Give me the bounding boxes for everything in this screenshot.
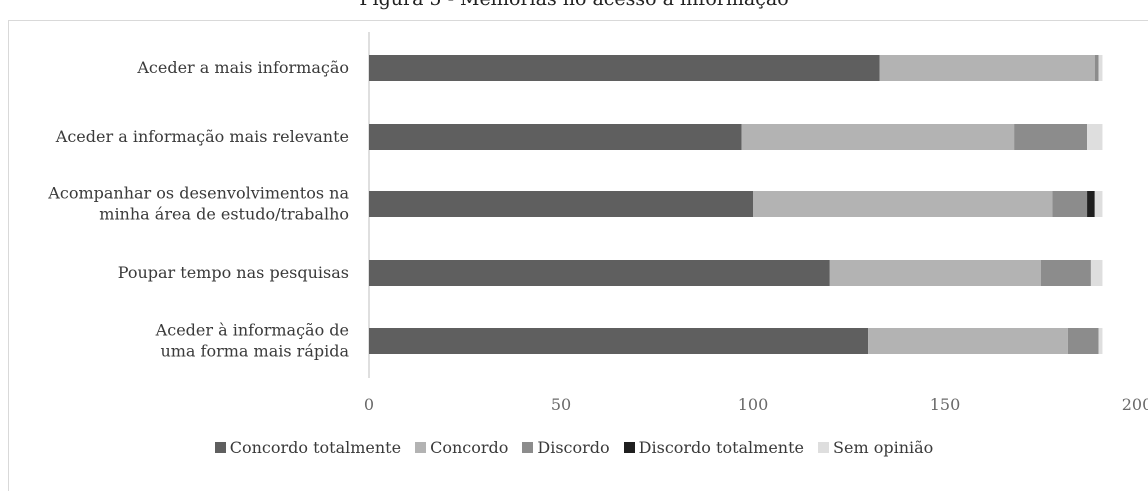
bars-group — [369, 55, 1103, 354]
legend-swatch — [522, 442, 534, 453]
legend-item: Concordo totalmente — [214, 438, 402, 457]
bar-segment — [369, 55, 880, 81]
bar-segment — [1094, 55, 1099, 81]
x-tick-label: 200 — [1122, 395, 1148, 414]
legend-label: Concordo — [430, 438, 509, 457]
bar-segment — [369, 328, 869, 354]
category-label: Aceder a mais informação — [136, 58, 349, 77]
legend-item: Concordo — [415, 438, 508, 457]
bar-segment — [1087, 191, 1095, 217]
legend-label: Discordo — [537, 438, 610, 457]
category-labels: Aceder a mais informação Aceder a informa… — [47, 58, 349, 361]
chart-plot: Aceder a mais informação Aceder a informa… — [47, 32, 1148, 414]
x-tick-label: 150 — [930, 395, 961, 414]
bar-segment — [1090, 260, 1103, 286]
legend-label: Sem opinião — [833, 438, 934, 457]
bar-segment — [369, 124, 742, 150]
bar-segment — [1052, 191, 1088, 217]
bar-segment — [868, 328, 1068, 354]
category-label: Poupar tempo nas pesquisas — [118, 263, 349, 282]
bar-segment — [1014, 124, 1088, 150]
bar-segment — [829, 260, 1041, 286]
legend-label: Discordo totalmente — [638, 438, 805, 457]
legend-swatch — [818, 442, 830, 453]
bar-segment — [1094, 191, 1103, 217]
bar-segment — [753, 191, 1053, 217]
bar-segment — [369, 191, 753, 217]
category-label: Aceder à informação de — [155, 321, 349, 340]
chart-frame — [8, 20, 1148, 491]
bar-segment — [369, 260, 830, 286]
legend-label: Concordo totalmente — [229, 438, 402, 457]
x-tick-label: 0 — [364, 395, 374, 414]
legend-swatch — [623, 442, 635, 453]
bar-segment — [1041, 260, 1091, 286]
bar-segment — [1087, 124, 1103, 150]
legend-item: Sem opinião — [818, 438, 933, 457]
x-tick-label: 100 — [738, 395, 769, 414]
chart-title: Figura 5 - Melhorias no acesso à informa… — [0, 0, 1148, 10]
bar-segment — [741, 124, 1015, 150]
category-label: Aceder a informação mais relevante — [55, 127, 349, 146]
bar-segment — [1067, 328, 1099, 354]
bar-segment — [1098, 328, 1103, 354]
category-label: uma forma mais rápida — [160, 342, 349, 361]
bar-segment — [879, 55, 1095, 81]
legend-swatch — [415, 442, 427, 453]
legend: Concordo totalmente Concordo Discordo Disco… — [0, 438, 1148, 457]
x-tick-labels: 0 50 100 150 200 — [364, 395, 1148, 414]
bar-segment — [1098, 55, 1103, 81]
x-tick-label: 50 — [551, 395, 571, 414]
category-label: Acompanhar os desenvolvimentos na — [47, 184, 349, 203]
category-label: minha área de estudo/trabalho — [99, 205, 349, 224]
legend-item: Discordo — [522, 438, 610, 457]
legend-item: Discordo totalmente — [623, 438, 805, 457]
legend-swatch — [214, 442, 226, 453]
